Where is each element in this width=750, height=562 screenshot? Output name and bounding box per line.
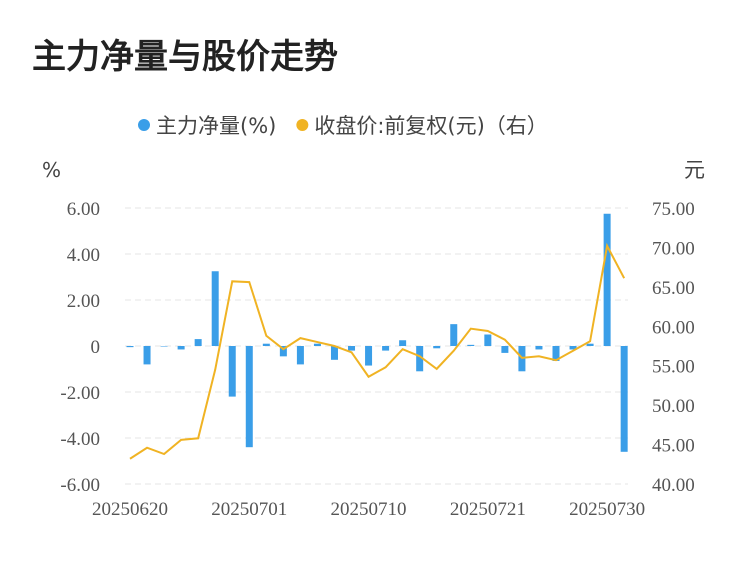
bar — [279, 346, 287, 357]
y-tick-label: 6.00 — [67, 199, 100, 220]
y2-tick-label: 40.00 — [652, 475, 695, 496]
legend-label: 收盘价:前复权(元)（右） — [314, 114, 547, 138]
bar — [433, 346, 441, 349]
bar — [382, 346, 390, 351]
bar — [450, 324, 458, 346]
bar — [535, 346, 543, 350]
chart-title: 主力净量与股价走势 — [32, 37, 338, 77]
y2-tick-label: 45.00 — [652, 436, 695, 457]
bar — [586, 343, 594, 346]
legend-label: 主力净量(%) — [156, 114, 276, 138]
bar — [569, 346, 577, 350]
x-tick-label: 20250730 — [569, 499, 645, 520]
bar — [228, 346, 236, 397]
legend-marker — [296, 119, 309, 131]
bar — [245, 346, 253, 448]
bar — [262, 343, 270, 346]
x-tick-label: 20250721 — [450, 499, 526, 520]
y2-tick-label: 50.00 — [652, 396, 695, 417]
x-tick-label: 20250710 — [331, 499, 407, 520]
bar — [365, 346, 373, 366]
y2-tick-label: 60.00 — [652, 317, 695, 338]
x-tick-label: 20250701 — [211, 499, 287, 520]
y-tick-label: 4.00 — [67, 245, 100, 266]
bar — [501, 346, 509, 353]
bar — [211, 271, 219, 346]
y-tick-label: 2.00 — [67, 291, 100, 312]
bar — [313, 343, 321, 346]
y-tick-label: 0 — [91, 337, 101, 358]
y-tick-label: -4.00 — [60, 429, 100, 450]
bar — [603, 213, 611, 346]
bar — [484, 334, 492, 346]
y2-tick-label: 70.00 — [652, 238, 695, 259]
bar — [552, 346, 560, 361]
y-tick-label: -6.00 — [60, 475, 100, 496]
bar — [399, 340, 407, 346]
bar — [143, 346, 151, 365]
y-axis-label: % — [42, 158, 61, 182]
bar — [620, 346, 628, 452]
bar — [177, 346, 185, 350]
y-tick-label: -2.00 — [60, 383, 100, 404]
y2-tick-label: 65.00 — [652, 278, 695, 299]
y2-axis-label: 元 — [684, 158, 705, 182]
legend-marker — [138, 119, 150, 131]
x-tick-label: 20250620 — [92, 499, 168, 520]
bar — [467, 344, 475, 346]
bar — [348, 346, 356, 351]
bar — [194, 339, 202, 346]
bar — [416, 346, 424, 372]
line — [129, 242, 626, 460]
bar — [296, 346, 304, 365]
bar — [330, 346, 338, 360]
y2-tick-label: 75.00 — [652, 199, 695, 220]
bar — [160, 346, 168, 347]
bar — [126, 346, 134, 348]
y2-tick-label: 55.00 — [652, 357, 695, 378]
